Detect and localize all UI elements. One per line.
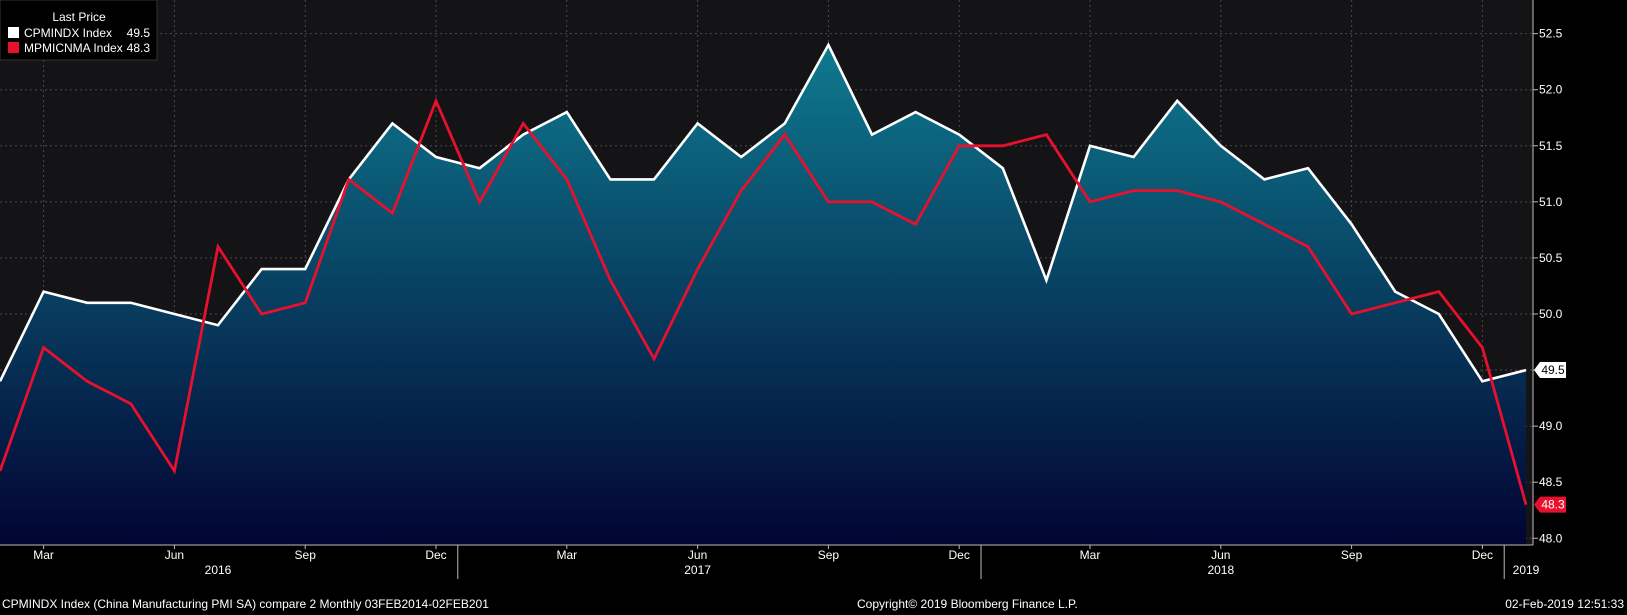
x-tick-label: Sep [1341,548,1363,562]
last-value-tag-shape [1534,362,1566,379]
x-tick-label: Dec [949,548,970,562]
footer-description: CPMINDX Index (China Manufacturing PMI S… [2,597,489,611]
footer-timestamp: 02-Feb-2019 12:51:33 [1505,597,1624,611]
x-tick-label: Jun [165,548,184,562]
x-tick-label: Sep [818,548,840,562]
mpmicnma-series-line [0,97,1528,505]
y-axis: 48.0 48.5 49.0 49.5 50.0 50.5 51.0 51.5 52.0 52.5 [1532,0,1563,545]
y-tick-label: 51.0 [1539,195,1563,209]
x-tick-label: Sep [295,548,317,562]
last-value-tag-text: 48.3 [1541,498,1565,512]
y-tick-label: 50.0 [1539,307,1563,321]
x-year-label: 2019 [1513,563,1540,577]
y-tick-label: 49.0 [1539,419,1563,433]
x-tick-label: Dec [425,548,446,562]
x-tick-label: Jun [688,548,707,562]
last-value-tag-text: 49.5 [1541,363,1565,377]
x-tick-label: Jun [1211,548,1230,562]
x-year-label: 2017 [684,563,711,577]
footer-copyright: Copyright© 2019 Bloomberg Finance L.P. [857,597,1078,611]
x-year-label: 2018 [1207,563,1234,577]
y-tick-label: 48.5 [1539,475,1563,489]
legend: Last Price CPMINDX Index 49.5 MPMICNMA I… [0,0,158,61]
legend-name-cpmindx: CPMINDX Index [24,26,112,40]
legend-swatch-mpmicnma [8,42,19,53]
x-year-label: 2016 [205,563,232,577]
x-tick-label: Dec [1472,548,1493,562]
last-value-labels: 49.5 48.3 [1534,362,1566,513]
series-lines [0,42,1528,505]
x-axis: Mar Jun Sep Dec Mar Jun Sep Dec Mar Jun Sep Dec 2016… [0,544,1540,579]
y-tick-label: 52.5 [1539,27,1563,41]
x-tick-label: Mar [33,548,54,562]
legend-title: Last Price [52,10,106,24]
legend-box [0,0,158,61]
last-value-tag-shape [1534,496,1566,513]
x-tick-label: Mar [1080,548,1101,562]
legend-name-mpmicnma: MPMICNMA Index [24,41,123,55]
cpmindx-area-fill [0,44,1526,546]
cpmindx-last-value-tag: 49.5 [1534,362,1566,379]
y-tick-label: 52.0 [1539,83,1563,97]
cpmindx-series-line [0,42,1527,383]
y-tick-label: 51.5 [1539,139,1563,153]
y-tick-label: 48.0 [1539,531,1563,545]
legend-value-cpmindx: 49.5 [127,26,151,40]
x-tick-label: Mar [556,548,577,562]
legend-value-mpmicnma: 48.3 [127,41,151,55]
area-layer [0,44,1526,546]
legend-swatch-cpmindx [8,27,19,38]
mpmicnma-last-value-tag: 48.3 [1534,496,1566,513]
y-tick-label: 50.5 [1539,251,1563,265]
